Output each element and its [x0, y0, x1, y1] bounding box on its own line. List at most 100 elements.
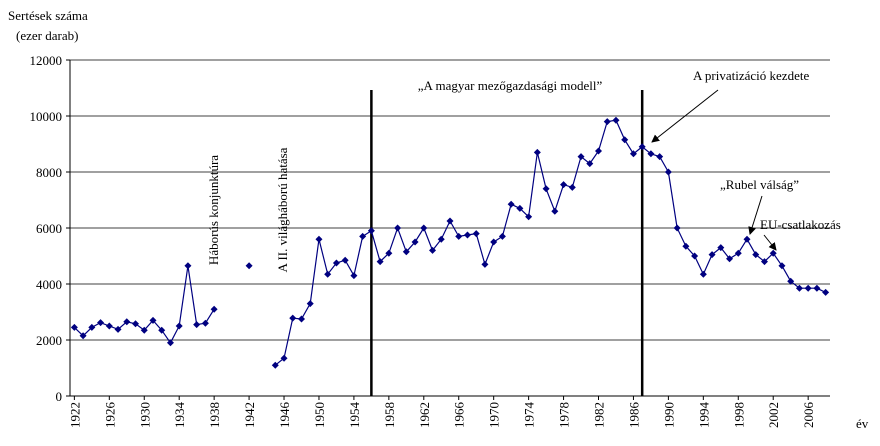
data-point [210, 305, 218, 313]
y-tick-label: 10000 [30, 109, 63, 124]
data-point [507, 200, 515, 208]
data-point [332, 259, 340, 267]
data-point [385, 249, 393, 257]
y-tick-label: 8000 [36, 165, 62, 180]
data-point [691, 252, 699, 260]
x-axis-label: év [856, 416, 869, 431]
data-point [175, 322, 183, 330]
x-tick-label: 1930 [137, 402, 152, 428]
data-point [472, 230, 480, 238]
x-tick-label: 1934 [172, 402, 187, 429]
x-tick-label: 2006 [801, 402, 816, 429]
data-point [367, 227, 375, 235]
data-point [586, 160, 594, 168]
x-tick-label: 1938 [207, 402, 222, 428]
data-point [647, 150, 655, 158]
data-point [70, 323, 78, 331]
data-point [123, 318, 131, 326]
x-tick-label: 1982 [592, 402, 607, 428]
annotation: A II. világháború hatása [275, 147, 290, 272]
data-point [577, 153, 585, 161]
annotation: „Rubel válság” [720, 177, 799, 192]
annotation: EU-csatlakozás [760, 217, 841, 232]
data-point [297, 315, 305, 323]
data-point [498, 232, 506, 240]
data-point [79, 332, 87, 340]
data-point [568, 183, 576, 191]
data-point [105, 322, 113, 330]
data-point [420, 224, 428, 232]
data-point [595, 147, 603, 155]
data-point [271, 361, 279, 369]
data-point [376, 258, 384, 266]
data-point [114, 325, 122, 333]
data-point [734, 249, 742, 257]
data-point [158, 326, 166, 334]
data-point [708, 251, 716, 259]
data-point [621, 136, 629, 144]
data-point [350, 272, 358, 280]
data-point [341, 256, 349, 264]
data-point [201, 319, 209, 327]
data-point [743, 235, 751, 243]
series-line [274, 119, 826, 366]
data-point [551, 207, 559, 215]
arrow [763, 234, 777, 251]
data-point [804, 284, 812, 292]
data-point [245, 262, 253, 270]
x-tick-label: 1962 [417, 402, 432, 428]
x-tick-label: 1994 [696, 402, 711, 429]
arrow [748, 195, 763, 235]
data-point [481, 260, 489, 268]
data-point [149, 316, 157, 324]
data-point [560, 181, 568, 189]
x-tick-label: 1958 [382, 402, 397, 428]
x-tick-label: 1966 [452, 402, 467, 429]
x-tick-label: 1978 [557, 402, 572, 428]
y-tick-label: 12000 [30, 53, 63, 68]
data-point [822, 288, 830, 296]
data-point [787, 277, 795, 285]
x-tick-label: 1942 [242, 402, 257, 428]
data-point [726, 255, 734, 263]
data-point [315, 235, 323, 243]
data-point [673, 224, 681, 232]
x-tick-label: 1990 [661, 402, 676, 428]
x-tick-label: 1970 [487, 402, 502, 428]
data-point [306, 300, 314, 308]
x-tick-label: 1974 [522, 402, 537, 429]
data-point [280, 354, 288, 362]
data-point [359, 232, 367, 240]
x-tick-label: 1986 [626, 402, 641, 429]
data-point [603, 118, 611, 126]
data-point [542, 185, 550, 193]
data-point [166, 339, 174, 347]
data-point [455, 232, 463, 240]
data-point [490, 238, 498, 246]
data-point [699, 270, 707, 278]
data-point [717, 244, 725, 252]
data-point [516, 204, 524, 212]
data-point [813, 284, 821, 292]
y-tick-label: 4000 [36, 277, 62, 292]
data-point [760, 258, 768, 266]
data-point [132, 320, 140, 328]
data-point [533, 148, 541, 156]
annotation: A privatizáció kezdete [693, 68, 809, 83]
y-tick-label: 0 [56, 389, 63, 404]
y-axis-label: Sertések száma [8, 8, 88, 23]
x-tick-label: 2002 [766, 402, 781, 428]
x-tick-label: 1950 [312, 402, 327, 428]
y-axis-label: (ezer darab) [16, 28, 78, 43]
data-point [437, 235, 445, 243]
x-tick-label: 1954 [347, 402, 362, 429]
data-point [140, 326, 148, 334]
data-point [193, 321, 201, 329]
data-point [778, 262, 786, 270]
data-point [664, 168, 672, 176]
x-tick-label: 1998 [731, 402, 746, 428]
data-point [463, 231, 471, 239]
annotation: Háborús konjunktúra [206, 155, 221, 265]
data-point [289, 314, 297, 322]
